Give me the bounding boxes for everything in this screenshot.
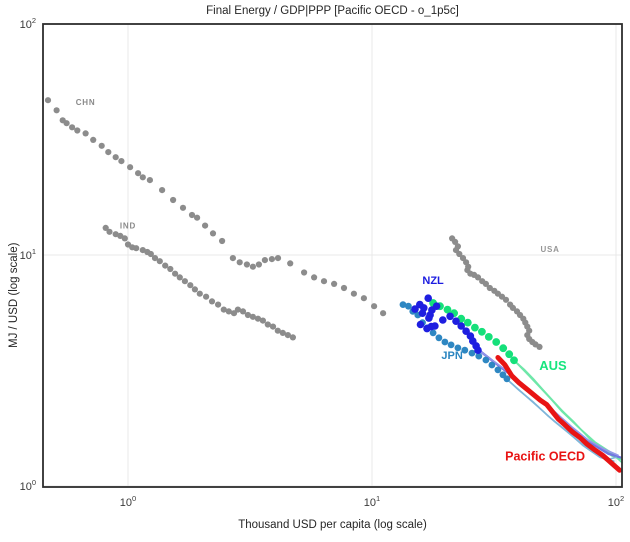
annotation-aus: AUS <box>539 358 567 373</box>
series-usa <box>449 235 543 350</box>
annotation-usa: USA <box>540 245 559 254</box>
annotation-pacific-oecd: Pacific OECD <box>505 450 585 464</box>
series-chn <box>44 97 387 317</box>
annotation-jpn: JPN <box>441 350 462 362</box>
y-tick-label: 100 <box>20 478 36 493</box>
x-tick-label: 102 <box>608 494 624 509</box>
x-axis-label: Thousand USD per capita (log scale) <box>238 519 427 531</box>
x-tick-label: 100 <box>120 494 136 509</box>
chart-title: Final Energy / GDP|PPP [Pacific OECD - o… <box>206 5 459 17</box>
y-axis-label: MJ / USD (log scale) <box>8 242 20 348</box>
plot-border <box>42 23 623 488</box>
x-tick-label: 101 <box>364 494 380 509</box>
series-pacific-oecd <box>495 355 623 473</box>
annotation-ind: IND <box>120 222 136 231</box>
y-tick-label: 102 <box>20 16 36 31</box>
y-tick-label: 101 <box>20 247 36 262</box>
series-ind <box>102 224 296 341</box>
series-nzl <box>411 294 482 355</box>
annotation-chn: CHN <box>76 98 96 107</box>
annotation-nzl: NZL <box>422 275 444 287</box>
series-jpn <box>399 301 511 383</box>
